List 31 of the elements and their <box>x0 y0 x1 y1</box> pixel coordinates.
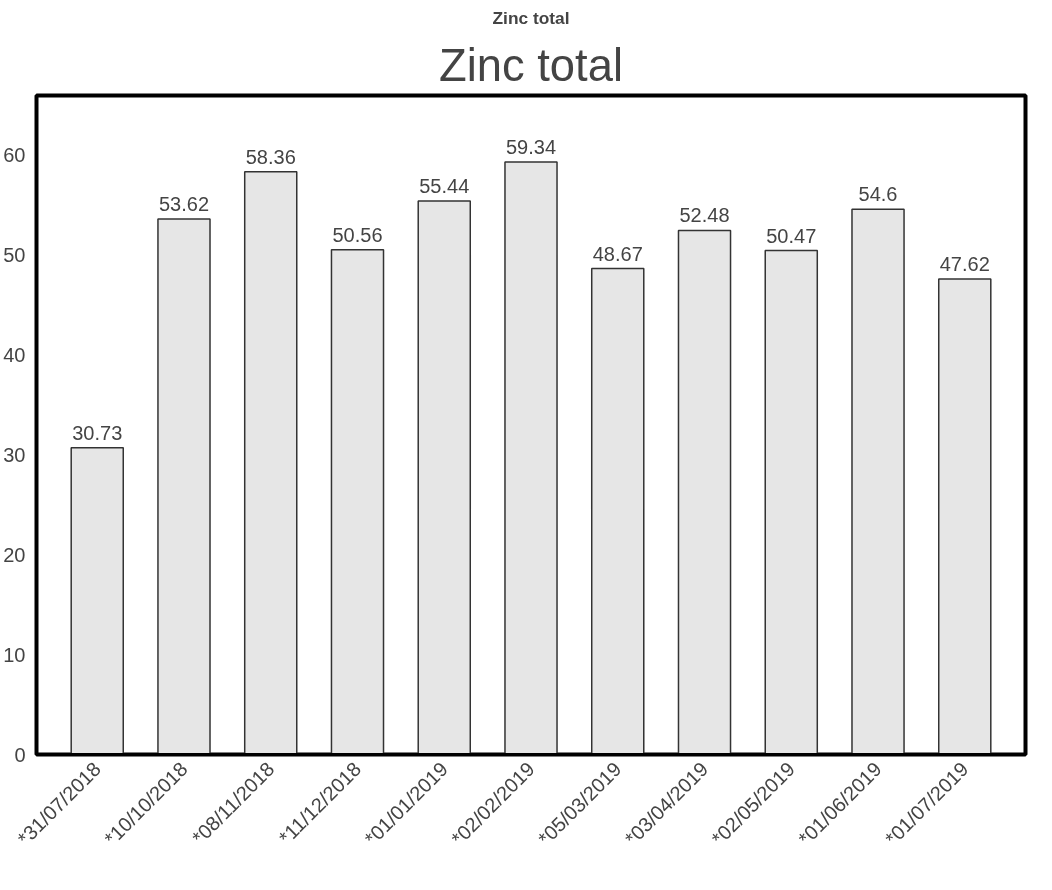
y-tick-label: 20 <box>3 543 26 566</box>
data-label: 48.67 <box>592 242 643 265</box>
y-tick-label: 60 <box>3 144 26 167</box>
bar <box>330 248 385 755</box>
bar <box>70 446 124 755</box>
y-tick-label: 40 <box>3 344 26 367</box>
data-label: 58.36 <box>245 145 296 168</box>
bar <box>677 229 732 755</box>
data-label: 52.48 <box>679 204 730 227</box>
data-label: 54.6 <box>858 183 898 206</box>
bar <box>938 278 992 755</box>
data-label: 50.47 <box>766 224 817 247</box>
data-label: 47.62 <box>939 253 990 276</box>
bar <box>157 218 211 755</box>
data-label: 30.73 <box>72 421 123 444</box>
bar <box>764 249 819 755</box>
chart-title: Zinc total <box>492 7 570 28</box>
data-label: 53.62 <box>158 193 210 216</box>
chart-subtitle: Zinc total <box>439 39 623 91</box>
bar <box>590 267 645 755</box>
data-label: 50.56 <box>332 223 383 246</box>
y-tick-label: 0 <box>14 743 26 766</box>
bar <box>243 171 298 755</box>
y-tick-label: 30 <box>3 443 26 466</box>
data-label: 59.34 <box>505 136 557 158</box>
bar <box>851 208 905 755</box>
data-label: 55.44 <box>419 174 470 197</box>
bar <box>504 161 558 755</box>
bar <box>417 200 472 755</box>
y-tick-label: 50 <box>3 244 26 267</box>
y-tick-label: 10 <box>3 643 26 666</box>
